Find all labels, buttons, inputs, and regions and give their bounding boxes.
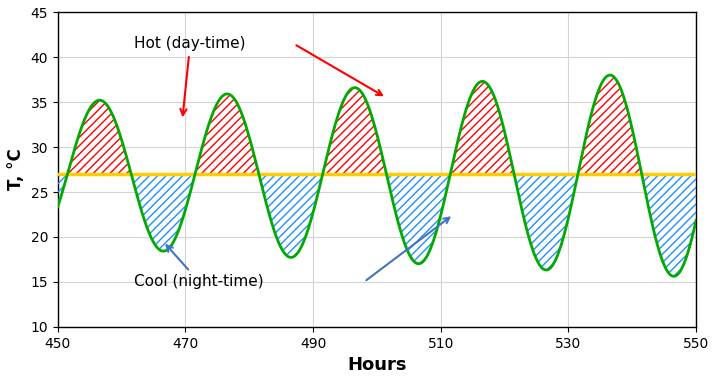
Text: Cool (night-time): Cool (night-time) (135, 245, 264, 290)
Y-axis label: T, °C: T, °C (7, 149, 25, 190)
Text: Hot (day-time): Hot (day-time) (135, 36, 246, 115)
X-axis label: Hours: Hours (347, 356, 407, 374)
